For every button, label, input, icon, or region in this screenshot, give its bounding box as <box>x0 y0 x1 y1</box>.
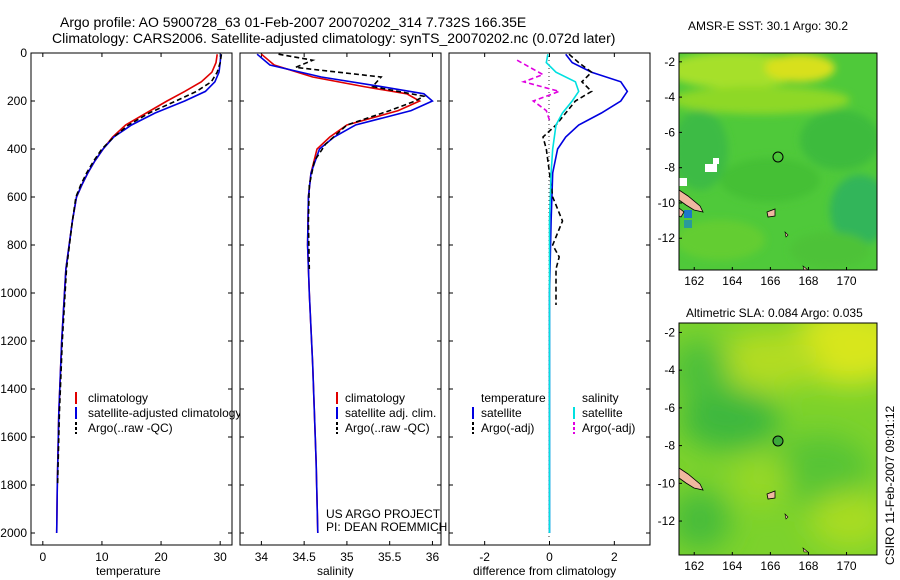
map-x-tick-label: 170 <box>837 559 857 573</box>
x-tick-label: 0 <box>546 550 553 564</box>
legend-label-temp-satellite: satellite <box>481 406 522 420</box>
map-y-tick-label: -8 <box>664 439 675 453</box>
y-tick-label: 600 <box>7 190 27 204</box>
argo-location-marker <box>772 435 784 447</box>
temperature-legend: climatology satellite-adjusted climatolo… <box>75 391 241 435</box>
argo-location-marker <box>772 151 784 163</box>
altimetric-sla-map: Altimetric SLA: 0.084 Argo: 0.035 162 164… <box>658 306 878 573</box>
legend-label-climatology: climatology <box>345 391 405 405</box>
sst-map-frame <box>678 52 878 271</box>
map-x-tick-label: 168 <box>798 274 818 288</box>
legend-label-sal-satellite: satellite <box>582 406 623 420</box>
map-x-tick-label: 166 <box>760 559 780 573</box>
x-tick-label: 20 <box>154 550 168 564</box>
map-y-tick-label: -2 <box>664 55 675 69</box>
legend-label-satellite-adj: satellite adj. clim. <box>345 406 436 420</box>
y-tick-label: 1400 <box>0 382 27 396</box>
map-y-tick-label: -8 <box>664 161 675 175</box>
y-tick-label: 1000 <box>0 286 27 300</box>
salinity-panel: 34 34.5 35 35.5 36 salinity climatology sate… <box>239 52 447 578</box>
sst-map-title: AMSR-E SST: 30.1 Argo: 30.2 <box>688 19 848 33</box>
map-y-tick-label: -12 <box>658 514 676 528</box>
legend-label-sal-argo: Argo(-adj) <box>582 421 635 435</box>
legend-label-climatology: climatology <box>88 391 148 405</box>
salinity-legend: climatology satellite adj. clim. Argo(..… <box>336 391 436 435</box>
legend-label-satellite-adjusted: satellite-adjusted climatology <box>88 406 241 420</box>
y-tick-label: 2000 <box>0 526 27 540</box>
y-tick-label: 1600 <box>0 430 27 444</box>
map-x-tick-label: 164 <box>722 274 742 288</box>
figure-title-line-1: Argo profile: AO 5900728_63 01-Feb-2007 … <box>60 14 526 30</box>
map-y-tick-label: -4 <box>664 363 675 377</box>
csiro-timestamp: CSIRO 11-Feb-2007 09:01:12 <box>883 405 897 565</box>
map-y-tick-label: -12 <box>658 231 676 245</box>
x-tick-label: 0 <box>39 550 46 564</box>
series-line-black <box>278 53 427 270</box>
x-tick-label: 35.5 <box>378 550 402 564</box>
difference-axis-label: difference from climatology <box>473 564 616 578</box>
map-x-tick-label: 170 <box>837 274 857 288</box>
figure-title-line-2: Climatology: CARS2006. Satellite-adjuste… <box>52 30 615 46</box>
y-tick-label: 800 <box>7 238 27 252</box>
series-line-magenta <box>516 59 562 121</box>
map-y-tick-label: -6 <box>664 401 675 415</box>
x-tick-label: 34 <box>255 550 269 564</box>
map-x-tick-label: 162 <box>684 274 704 288</box>
legend-header-salinity: salinity <box>582 391 619 405</box>
map-x-tick-label: 164 <box>722 559 742 573</box>
x-tick-label: 2 <box>611 550 618 564</box>
map-y-tick-label: -10 <box>658 476 676 490</box>
y-tick-label: 400 <box>7 142 27 156</box>
x-tick-label: 35 <box>340 550 354 564</box>
series-line-blue <box>548 53 629 533</box>
salinity-axis-label: salinity <box>317 564 354 578</box>
map-y-tick-label: -4 <box>664 90 675 104</box>
x-tick-label: -2 <box>479 550 490 564</box>
x-tick-label: 36 <box>426 550 440 564</box>
map-x-tick-label: 162 <box>684 559 704 573</box>
y-tick-label: 0 <box>20 46 27 60</box>
y-tick-label: 200 <box>7 94 27 108</box>
y-tick-label: 1800 <box>0 478 27 492</box>
x-tick-label: 10 <box>95 550 109 564</box>
x-tick-label: 30 <box>213 550 227 564</box>
map-x-tick-label: 166 <box>760 274 780 288</box>
map-y-tick-label: -10 <box>658 196 676 210</box>
legend-header-temperature: temperature <box>481 391 546 405</box>
x-tick-label: 34.5 <box>292 550 316 564</box>
salinity-plot-frame <box>239 52 442 546</box>
sla-map-frame <box>678 322 878 556</box>
series-line-cyan <box>545 54 580 533</box>
project-note-line-2: PI: DEAN ROEMMICH <box>326 520 447 534</box>
amsr-sst-map: AMSR-E SST: 30.1 Argo: 30.2 <box>658 19 878 288</box>
difference-legend: temperature salinity satellite Argo(-adj… <box>472 391 635 435</box>
project-note-line-1: US ARGO PROJECT <box>326 507 441 521</box>
difference-panel: -2 0 2 difference from climatology tempera… <box>448 52 651 578</box>
series-line-black <box>542 53 593 305</box>
sla-map-title: Altimetric SLA: 0.084 Argo: 0.035 <box>686 306 863 320</box>
temperature-panel: 0 10 20 30 0 200 400 600 800 1000 1200 1400 1600 1800… <box>0 46 241 578</box>
legend-label-argo: Argo(..raw -QC) <box>88 421 173 435</box>
legend-label-argo: Argo(..raw -QC) <box>345 421 430 435</box>
map-y-tick-label: -2 <box>664 325 675 339</box>
map-x-tick-label: 168 <box>798 559 818 573</box>
map-y-tick-label: -6 <box>664 125 675 139</box>
legend-label-temp-argo: Argo(-adj) <box>481 421 534 435</box>
temperature-plot-frame <box>30 52 233 546</box>
temperature-axis-label: temperature <box>96 564 161 578</box>
y-tick-label: 1200 <box>0 334 27 348</box>
